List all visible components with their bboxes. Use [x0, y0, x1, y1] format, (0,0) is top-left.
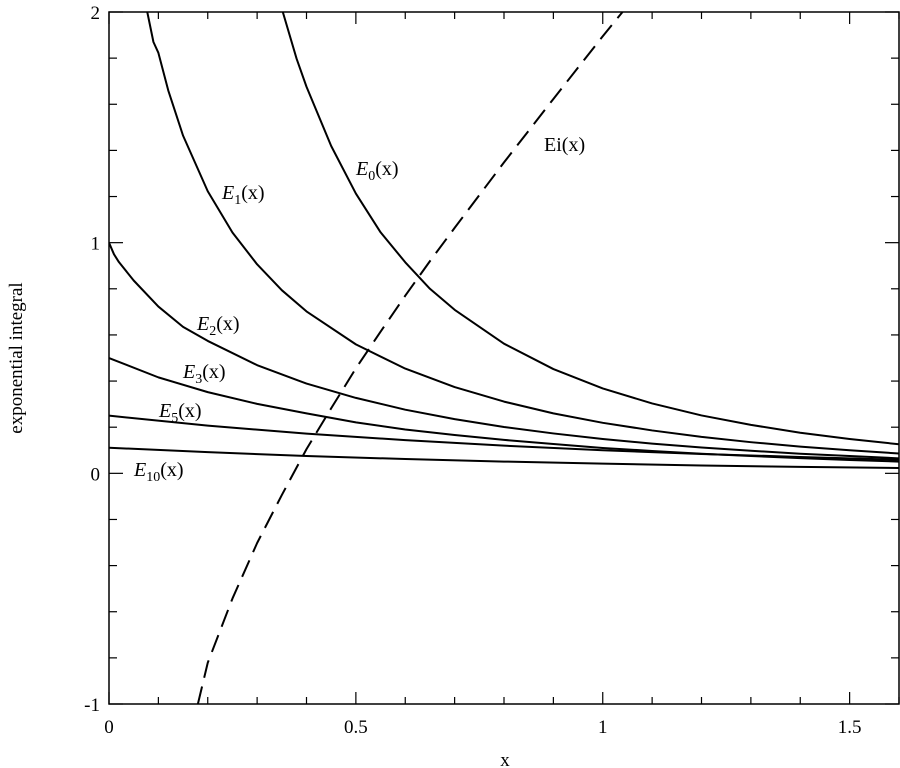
y-tick-label: 0 [91, 464, 101, 485]
series-line-e1-x [146, 12, 899, 455]
y-axis-label: exponential integral [6, 282, 27, 433]
x-tick-label: 1 [598, 717, 608, 738]
series-line-e10-x [109, 446, 899, 470]
labels-layer: 0 0.5 1 1.5-1012E0(x)E1(x)E2(x)E3(x)E5(x)E1… [84, 3, 861, 738]
x-tick-label: 1.5 [838, 717, 862, 738]
series-line-e0-x [281, 12, 899, 446]
x-tick-label: 0 [104, 717, 114, 738]
series-label-e5-x: E5(x) [158, 400, 202, 426]
y-tick-label: -1 [84, 695, 100, 716]
series-label-e10-x: E10(x) [133, 459, 184, 485]
ticks-layer [108, 11, 900, 705]
series-label-e2-x: E2(x) [196, 313, 240, 339]
series-line-e5-x [109, 414, 899, 461]
series-label-e0-x: E0(x) [355, 158, 399, 184]
series-line-e2-x [109, 242, 899, 460]
series-label-e3-x: E3(x) [182, 361, 226, 387]
y-tick-label: 2 [91, 3, 101, 24]
series-line-ei-x [196, 12, 624, 704]
series-label-e1-x: E1(x) [221, 182, 265, 208]
plot-frame [108, 11, 900, 705]
series-label-ei-x: Ei(x) [544, 134, 585, 156]
x-tick-label: 0.5 [344, 717, 368, 738]
x-axis-label: x [500, 750, 510, 768]
y-tick-label: 1 [91, 234, 101, 255]
curves-layer [109, 12, 899, 704]
